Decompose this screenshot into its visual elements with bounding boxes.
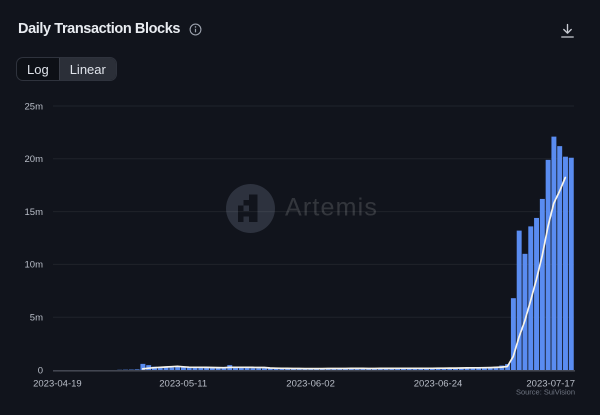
svg-text:2023-04-19: 2023-04-19 [33, 379, 82, 390]
svg-text:25m: 25m [25, 101, 44, 112]
svg-text:2023-06-24: 2023-06-24 [414, 379, 463, 390]
svg-text:2023-05-11: 2023-05-11 [159, 379, 207, 390]
svg-text:2023-07-17: 2023-07-17 [526, 379, 575, 390]
svg-text:5m: 5m [30, 313, 43, 324]
svg-text:2023-06-02: 2023-06-02 [286, 379, 335, 390]
svg-text:Artemis: Artemis [285, 194, 378, 222]
svg-text:Source: SuiVision: Source: SuiVision [516, 388, 575, 397]
svg-text:20m: 20m [25, 154, 44, 165]
svg-text:0: 0 [38, 365, 43, 376]
svg-text:15m: 15m [25, 207, 44, 218]
svg-text:10m: 10m [25, 260, 44, 271]
